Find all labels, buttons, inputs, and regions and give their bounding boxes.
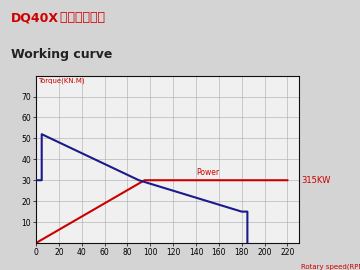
Text: Power: Power [196,168,219,177]
Text: DQ40X: DQ40X [11,11,59,24]
Text: Torque(KN.M): Torque(KN.M) [38,78,85,84]
Text: Working curve: Working curve [11,48,112,61]
Text: Rotary speed(RPM): Rotary speed(RPM) [301,264,360,270]
Text: 顶驱工作曲线: 顶驱工作曲线 [56,11,105,24]
Text: 315KW: 315KW [301,176,330,185]
